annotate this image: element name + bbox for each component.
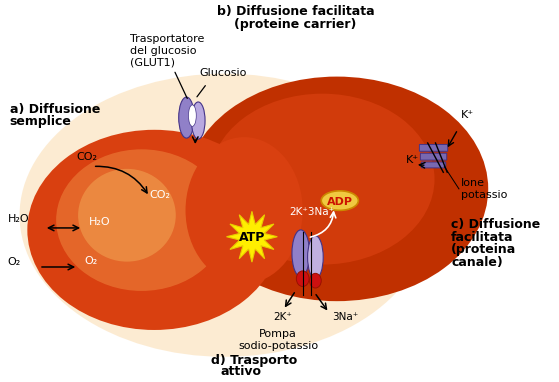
Text: O₂: O₂ xyxy=(8,257,21,267)
Text: K⁺: K⁺ xyxy=(461,110,474,120)
Text: attivo: attivo xyxy=(221,365,262,379)
FancyBboxPatch shape xyxy=(420,153,447,160)
FancyBboxPatch shape xyxy=(419,144,448,151)
Ellipse shape xyxy=(186,76,488,301)
Text: ATP: ATP xyxy=(239,231,265,244)
Text: (GLUT1): (GLUT1) xyxy=(130,58,175,68)
Ellipse shape xyxy=(296,271,309,286)
Polygon shape xyxy=(226,211,277,262)
Text: K⁺: K⁺ xyxy=(406,155,419,165)
Text: 2K⁺3Na⁺: 2K⁺3Na⁺ xyxy=(289,207,334,217)
Ellipse shape xyxy=(186,137,303,283)
Text: (proteine carrier): (proteine carrier) xyxy=(234,18,357,31)
Ellipse shape xyxy=(56,149,227,291)
Text: canale): canale) xyxy=(451,256,503,269)
Ellipse shape xyxy=(310,274,321,288)
Text: potassio: potassio xyxy=(461,190,507,200)
Text: a) Diffusione: a) Diffusione xyxy=(10,103,100,116)
Ellipse shape xyxy=(188,105,196,126)
Text: Glucosio: Glucosio xyxy=(199,68,247,78)
Ellipse shape xyxy=(307,236,323,279)
Ellipse shape xyxy=(191,102,205,139)
FancyBboxPatch shape xyxy=(421,162,446,168)
Text: ADP: ADP xyxy=(327,197,353,207)
Ellipse shape xyxy=(78,169,176,262)
Text: facilitata: facilitata xyxy=(451,231,514,244)
Ellipse shape xyxy=(179,97,195,138)
Text: c) Diffusione: c) Diffusione xyxy=(451,218,541,231)
Ellipse shape xyxy=(27,130,281,330)
Text: Pompa: Pompa xyxy=(259,329,297,339)
Text: b) Diffusione facilitata: b) Diffusione facilitata xyxy=(217,5,375,18)
Text: semplice: semplice xyxy=(10,115,72,128)
Text: Trasportatore: Trasportatore xyxy=(130,34,204,44)
Ellipse shape xyxy=(210,94,434,265)
Text: 3Na⁺: 3Na⁺ xyxy=(332,312,358,322)
Text: d) Trasporto: d) Trasporto xyxy=(211,354,297,367)
Ellipse shape xyxy=(20,74,430,357)
Text: Ione: Ione xyxy=(461,178,485,188)
Text: 2K⁺: 2K⁺ xyxy=(273,312,292,322)
Ellipse shape xyxy=(292,230,310,277)
Text: sodio-potassio: sodio-potassio xyxy=(238,341,319,351)
Text: (proteina: (proteina xyxy=(451,243,517,256)
Text: H₂O: H₂O xyxy=(8,214,30,224)
Text: del glucosio: del glucosio xyxy=(130,46,196,56)
Text: H₂O: H₂O xyxy=(89,217,111,227)
Text: CO₂: CO₂ xyxy=(76,152,97,162)
Ellipse shape xyxy=(321,191,358,210)
Text: O₂: O₂ xyxy=(84,256,97,266)
Text: CO₂: CO₂ xyxy=(149,190,170,200)
